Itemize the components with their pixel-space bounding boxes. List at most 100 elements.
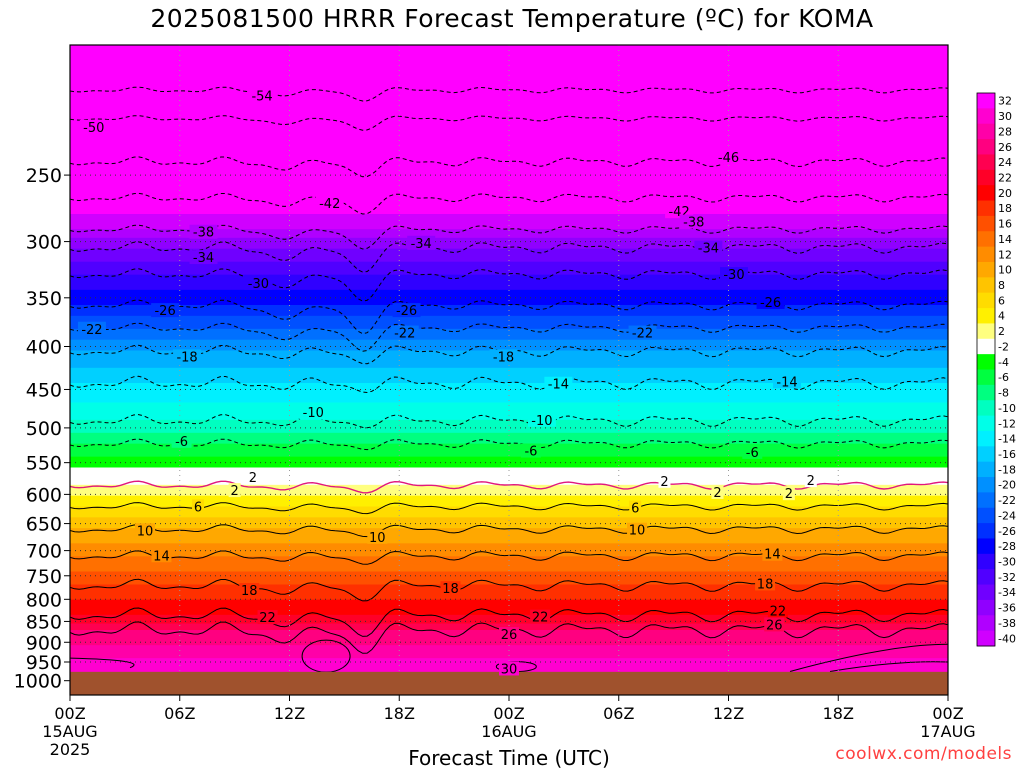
- temperature-band: [70, 315, 948, 319]
- temperature-band: [70, 75, 948, 79]
- temperature-band: [70, 266, 948, 269]
- legend-swatch: [977, 615, 995, 632]
- isotherm-label-bg: [79, 119, 108, 134]
- temperature-band: [70, 471, 948, 475]
- temperature-band: [70, 270, 948, 274]
- temperature-band: [70, 406, 948, 410]
- temperature-band: [70, 92, 948, 96]
- temperature-band: [70, 383, 948, 386]
- temperature-band: [70, 623, 948, 627]
- x-tick-date: 15AUG: [42, 722, 97, 741]
- isotherm-line: [70, 115, 948, 131]
- temperature-band: [70, 658, 948, 661]
- isotherm-line: [70, 375, 948, 394]
- temperature-band: [70, 545, 948, 549]
- isotherm-label-bg: [192, 499, 205, 514]
- temperature-band: [70, 547, 948, 551]
- y-tick-label: 550: [26, 453, 62, 475]
- legend-swatch: [977, 338, 995, 355]
- temperature-band: [70, 500, 948, 503]
- temperature-band: [70, 428, 948, 432]
- temperature-band: [70, 445, 948, 449]
- temperature-band: [70, 387, 948, 391]
- temperature-band: [70, 159, 948, 163]
- temperature-band: [70, 556, 948, 560]
- legend-label: 4: [998, 310, 1005, 323]
- temperature-band: [70, 209, 948, 213]
- isotherm-label-bg: [804, 473, 817, 488]
- isotherm-label: 10: [629, 524, 646, 539]
- temperature-band: [70, 385, 948, 388]
- grid-lines: [70, 45, 948, 695]
- temperature-band: [70, 469, 948, 473]
- isotherm-label-bg: [299, 405, 328, 420]
- isotherm-label-bg: [244, 275, 273, 290]
- isotherm-label: -6: [524, 445, 537, 460]
- isotherm-line: [70, 480, 948, 494]
- isotherm-label: -22: [632, 327, 653, 342]
- temperature-band: [70, 240, 948, 243]
- temperature-band: [70, 400, 948, 404]
- y-tick-label: 250: [26, 165, 62, 187]
- legend-label: -34: [998, 586, 1016, 599]
- temperature-band: [70, 450, 948, 453]
- legend-swatch: [977, 446, 995, 463]
- temperature-band: [70, 73, 948, 76]
- legend-label: -6: [998, 371, 1009, 384]
- temperature-band: [70, 422, 948, 425]
- temperature-band: [70, 411, 948, 414]
- legend-swatch: [977, 261, 995, 278]
- temperature-band: [70, 222, 948, 226]
- isotherm-line: [70, 86, 948, 102]
- temperature-band: [70, 341, 948, 345]
- isotherm-label: -14: [776, 375, 797, 390]
- temperature-band: [70, 45, 948, 48]
- legend-label: -2: [998, 340, 1009, 353]
- isotherm-line: [70, 502, 948, 515]
- isotherm-label-bg: [694, 240, 723, 255]
- isotherm-label: 10: [369, 531, 386, 546]
- temperature-band: [70, 289, 948, 293]
- y-tick-label: 800: [26, 589, 62, 611]
- legend-swatch: [977, 384, 995, 401]
- isotherm-label: 10: [137, 524, 154, 539]
- temperature-band: [70, 430, 948, 434]
- temperature-band: [70, 398, 948, 401]
- temperature-band: [70, 575, 948, 579]
- legend-swatch: [977, 277, 995, 294]
- isotherm-label: 22: [770, 605, 787, 620]
- y-tick-label: 600: [26, 484, 62, 506]
- legend-label: 24: [998, 156, 1012, 169]
- temperature-band: [70, 97, 948, 100]
- temperature-band: [70, 168, 948, 172]
- temperature-band: [70, 90, 948, 94]
- isotherm-label: -30: [248, 277, 269, 292]
- temperature-band: [70, 127, 948, 131]
- legend-swatch: [977, 430, 995, 447]
- legend-label: -26: [998, 525, 1016, 538]
- temperature-band: [70, 614, 948, 618]
- temperature-band: [70, 656, 948, 659]
- temperature-band: [70, 502, 948, 505]
- y-tick-label: 400: [26, 337, 62, 359]
- y-tick-label: 650: [26, 514, 62, 536]
- temperature-band: [70, 311, 948, 315]
- legend-swatch: [977, 169, 995, 186]
- isotherm-labels: -54-50-46-42-42-38-38-34-34 -34-30-30-26-…: [77, 88, 817, 677]
- temperature-band: [70, 610, 948, 614]
- legend-label: 6: [998, 294, 1005, 307]
- y-tick-label: 700: [26, 541, 62, 563]
- temperature-band: [70, 346, 948, 349]
- temperature-band: [70, 497, 948, 501]
- color-legend: 32 30 28 26 24 22 20 18 16 14 12 10 8 6 4 2 -2 -4 -6 -8 -10 -…: [976, 92, 1016, 647]
- temperature-band: [70, 448, 948, 451]
- temperature-band: [70, 172, 948, 176]
- temperature-band: [70, 257, 948, 261]
- legend-swatch: [977, 538, 995, 555]
- temperature-band: [70, 203, 948, 206]
- legend-label: 22: [998, 171, 1012, 184]
- isotherm-label-bg: [544, 376, 573, 391]
- legend-swatch: [977, 553, 995, 570]
